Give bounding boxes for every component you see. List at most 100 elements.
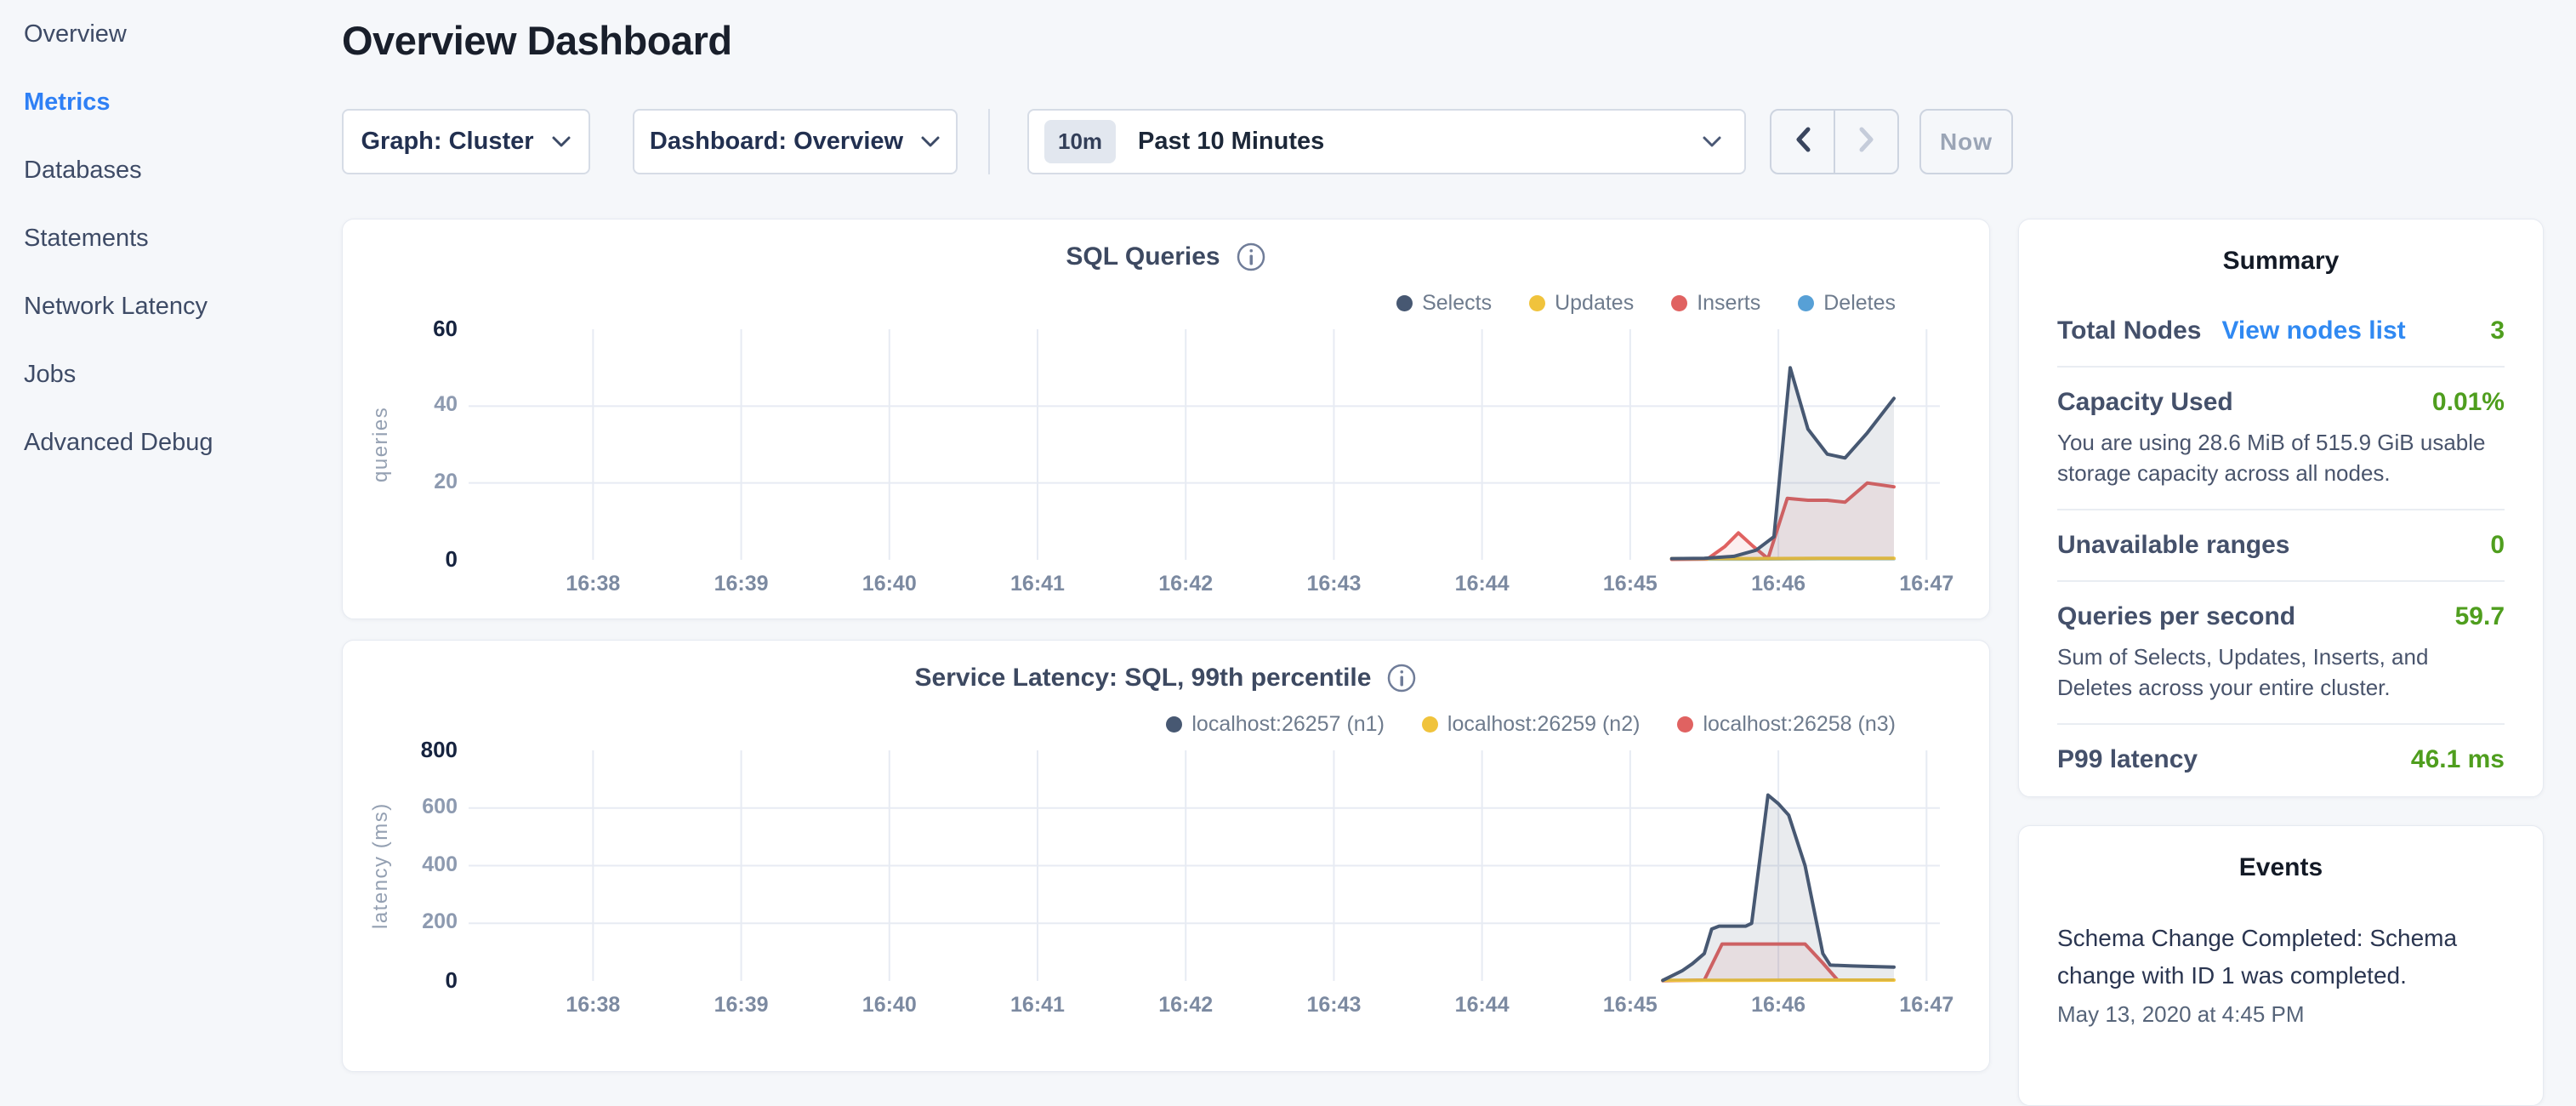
service-latency-chart-card: Service Latency: SQL, 99th percentile lo… [342, 640, 1990, 1072]
x-tick-label: 16:38 [566, 572, 621, 596]
legend-item[interactable]: Inserts [1671, 291, 1760, 316]
summary-body: Total Nodes View nodes list 3 Capacity U… [2019, 316, 2543, 774]
summary-label: P99 latency [2057, 745, 2198, 773]
summary-description: You are using 28.6 MiB of 515.9 GiB usab… [2057, 430, 2486, 486]
time-step-back-button[interactable] [1771, 111, 1835, 173]
dashboard-dropdown-label: Dashboard: Overview [649, 128, 904, 155]
summary-value: 46.1 ms [2410, 745, 2505, 773]
sidebar-item-databases[interactable]: Databases [0, 136, 340, 204]
summary-label: Queries per second [2057, 602, 2296, 630]
sidebar-item-advanced-debug[interactable]: Advanced Debug [0, 408, 340, 476]
y-axis-title: queries [369, 406, 392, 483]
controls-divider [988, 109, 990, 174]
legend-label: Inserts [1697, 291, 1761, 315]
divider [2057, 366, 2505, 368]
legend-dot [1396, 295, 1413, 311]
y-tick-label: 600 [422, 794, 458, 818]
sidebar: Overview Metrics Databases Statements Ne… [0, 0, 340, 476]
sidebar-item-overview[interactable]: Overview [0, 0, 340, 68]
sql-queries-chart-card: SQL Queries Selects Updates Inserts Deletes… [342, 219, 1990, 619]
x-tick-label: 16:47 [1899, 572, 1954, 596]
y-tick-label: 800 [420, 737, 458, 762]
legend-dot [1798, 295, 1815, 311]
legend-item[interactable]: localhost:26259 (n2) [1421, 712, 1641, 737]
legend-dot [1529, 295, 1546, 311]
x-tick-label: 16:44 [1454, 993, 1510, 1017]
summary-row-capacity-used: Capacity Used 0.01% [2057, 388, 2505, 417]
chart-title: Service Latency: SQL, 99th percentile [914, 664, 1372, 692]
graph-dropdown-label: Graph: Cluster [361, 128, 534, 155]
graph-dropdown[interactable]: Graph: Cluster [342, 109, 590, 174]
x-tick-label: 16:40 [862, 993, 917, 1017]
sidebar-item-label: Jobs [24, 360, 77, 388]
info-icon[interactable] [1236, 242, 1266, 272]
service-latency-plot [469, 750, 1940, 983]
y-tick-label: 40 [434, 392, 458, 417]
events-panel: Events Schema Change Completed: Schema c… [2018, 825, 2544, 1106]
view-nodes-list-link[interactable]: View nodes list [2221, 316, 2406, 345]
x-tick-label: 16:46 [1751, 572, 1806, 596]
x-tick-label: 16:43 [1306, 572, 1362, 596]
x-tick-label: 16:45 [1602, 572, 1658, 596]
sidebar-item-statements[interactable]: Statements [0, 204, 340, 272]
legend-label: Selects [1422, 291, 1493, 315]
chevron-left-icon [1794, 126, 1811, 157]
sidebar-item-label: Statements [24, 224, 149, 252]
summary-label: Total Nodes [2057, 316, 2202, 345]
time-step-forward-button[interactable] [1835, 111, 1897, 173]
y-tick-label: 200 [422, 909, 458, 934]
dashboard-dropdown[interactable]: Dashboard: Overview [633, 109, 958, 174]
legend-item[interactable]: Updates [1529, 291, 1634, 316]
chevron-down-icon [551, 135, 571, 148]
summary-label: Unavailable ranges [2057, 531, 2290, 559]
x-tick-label: 16:41 [1010, 993, 1065, 1017]
now-button[interactable]: Now [1919, 109, 2013, 174]
sidebar-item-metrics[interactable]: Metrics [0, 68, 340, 136]
sidebar-item-label: Advanced Debug [24, 428, 213, 456]
y-tick-label: 0 [445, 967, 458, 993]
chart-legend: Selects Updates Inserts Deletes [1396, 291, 1896, 316]
divider [2057, 580, 2505, 582]
sidebar-item-label: Overview [24, 20, 127, 48]
legend-item[interactable]: Deletes [1798, 291, 1896, 316]
event-message: Schema Change Completed: Schema change w… [2057, 925, 2458, 989]
time-range-label: Past 10 Minutes [1138, 128, 1325, 155]
legend-item[interactable]: localhost:26257 (n1) [1166, 712, 1385, 737]
sidebar-item-label: Databases [24, 156, 142, 184]
sidebar-item-label: Metrics [24, 88, 111, 116]
sidebar-item-network-latency[interactable]: Network Latency [0, 272, 340, 340]
legend-item[interactable]: Selects [1396, 291, 1492, 316]
chart-title-row: SQL Queries [343, 242, 1989, 272]
chart-plot-area[interactable] [469, 329, 1940, 562]
legend-label: localhost:26259 (n2) [1447, 712, 1641, 736]
now-button-label: Now [1939, 128, 1993, 155]
legend-label: Updates [1555, 291, 1635, 315]
summary-description: Sum of Selects, Updates, Inserts, and De… [2057, 644, 2429, 700]
event-timestamp: May 13, 2020 at 4:45 PM [2057, 1001, 2305, 1027]
legend-dot [1671, 295, 1688, 311]
page-title: Overview Dashboard [342, 18, 732, 63]
x-tick-label: 16:42 [1158, 572, 1214, 596]
legend-dot [1421, 716, 1438, 733]
sidebar-item-jobs[interactable]: Jobs [0, 340, 340, 408]
x-tick-label: 16:42 [1158, 993, 1214, 1017]
info-icon[interactable] [1386, 663, 1417, 693]
time-step-buttons [1770, 109, 1899, 174]
legend-item[interactable]: localhost:26258 (n3) [1677, 712, 1896, 737]
summary-row-p99-latency: P99 latency 46.1 ms [2057, 745, 2505, 774]
time-range-badge: 10m [1044, 120, 1117, 163]
x-tick-label: 16:40 [862, 572, 917, 596]
chart-title-row: Service Latency: SQL, 99th percentile [343, 663, 1989, 693]
legend-label: localhost:26257 (n1) [1191, 712, 1385, 736]
summary-value: 59.7 [2454, 602, 2505, 630]
summary-row-queries-per-second: Queries per second 59.7 [2057, 602, 2505, 631]
chart-plot-area[interactable] [469, 750, 1940, 983]
chevron-down-icon [1702, 135, 1722, 148]
time-range-dropdown[interactable]: 10m Past 10 Minutes [1027, 109, 1746, 174]
x-tick-label: 16:38 [566, 993, 621, 1017]
summary-value: 0.01% [2431, 388, 2505, 416]
chevron-down-icon [920, 135, 941, 148]
chevron-right-icon [1858, 126, 1875, 157]
event-item[interactable]: Schema Change Completed: Schema change w… [2019, 920, 2543, 1028]
legend-label: Deletes [1823, 291, 1896, 315]
